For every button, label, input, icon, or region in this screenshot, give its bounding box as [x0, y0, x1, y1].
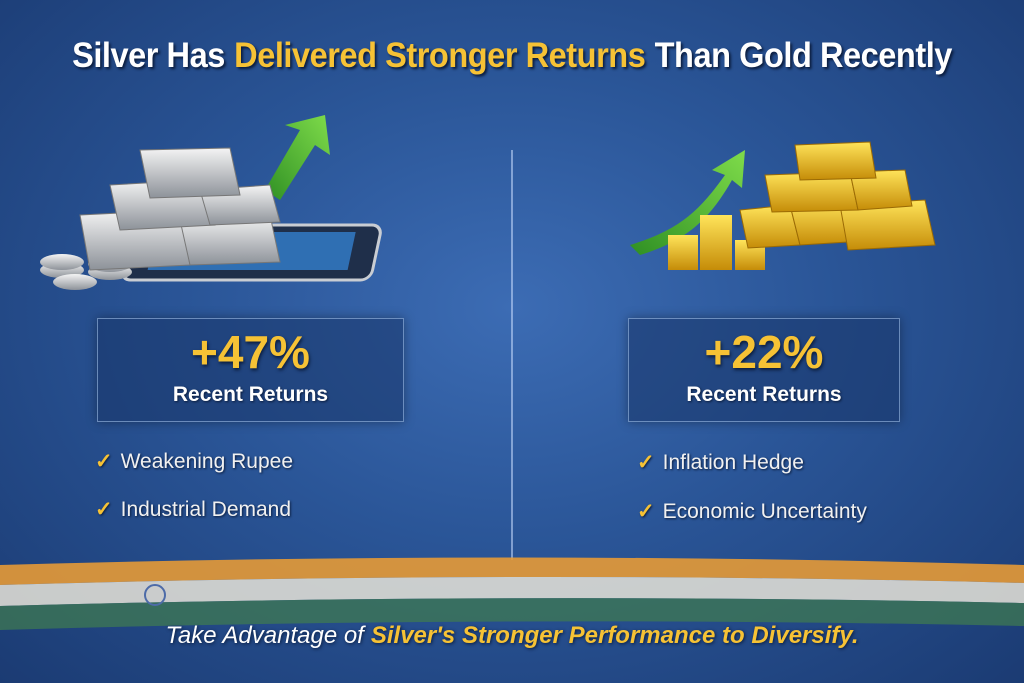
bullet-text: Inflation Hedge: [662, 451, 804, 474]
decoration: [40, 254, 84, 270]
decoration: [849, 169, 913, 211]
check-icon: ✓: [95, 498, 113, 521]
decoration: [265, 115, 330, 200]
flag-band: [0, 557, 1024, 630]
bullet: ✓ Industrial Demand: [95, 497, 291, 522]
decoration: [668, 235, 698, 270]
decoration: [139, 147, 241, 199]
title-tail: Than Gold Recently: [654, 36, 953, 75]
title: Silver Has Delivered Stronger Returns Than…: [36, 36, 988, 76]
bullet: ✓ Inflation Hedge: [637, 450, 804, 475]
title-lead: Silver Has: [72, 36, 225, 75]
bullet-text: Industrial Demand: [120, 498, 292, 521]
gold-illustration: [630, 141, 936, 270]
decoration: [0, 557, 1024, 585]
stat-label: Recent Returns: [686, 383, 842, 406]
stat-value: +47%: [191, 326, 310, 378]
decoration: [0, 576, 1024, 606]
stat-label: Recent Returns: [172, 383, 329, 406]
check-icon: ✓: [95, 450, 113, 473]
title-highlight: Delivered Stronger Returns: [234, 36, 646, 75]
decoration: [700, 215, 732, 270]
bullet-text: Economic Uncertainty: [662, 500, 867, 523]
footer-highlight: Silver's Stronger Performance to Diversi…: [370, 622, 859, 649]
decoration: [53, 274, 97, 290]
check-icon: ✓: [637, 500, 655, 523]
stat-box: +47% Recent Returns: [97, 318, 404, 422]
bullet-text: Weakening Rupee: [120, 450, 294, 473]
stat-box: +22% Recent Returns: [628, 318, 900, 422]
decoration: [144, 584, 166, 606]
bullet: ✓ Weakening Rupee: [95, 449, 293, 474]
check-icon: ✓: [637, 451, 655, 474]
decoration: [0, 598, 1024, 630]
decoration: [630, 150, 745, 255]
stat-value: +22%: [704, 326, 824, 378]
silver-illustration: [40, 115, 382, 290]
bullet: ✓ Economic Uncertainty: [637, 499, 867, 524]
decoration: [794, 141, 877, 181]
footer-lead: Take Advantage of: [165, 622, 364, 649]
footer: Take Advantage of Silver's Stronger Perfo…: [0, 622, 1024, 650]
